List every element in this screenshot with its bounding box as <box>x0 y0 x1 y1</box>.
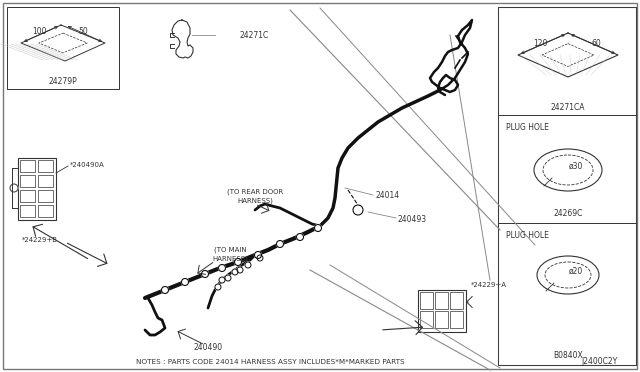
Circle shape <box>215 284 221 290</box>
Bar <box>20 160 35 172</box>
Text: B0840X: B0840X <box>553 350 583 359</box>
Text: *24229+A: *24229+A <box>471 282 507 288</box>
Text: PLUG HOLE: PLUG HOLE <box>506 231 549 241</box>
Text: *240490A: *240490A <box>70 162 105 168</box>
Text: 24271CA: 24271CA <box>551 103 585 112</box>
Circle shape <box>296 234 303 241</box>
Text: J2400C2Y: J2400C2Y <box>582 357 618 366</box>
Text: NOTES : PARTS CODE 24014 HARNESS ASSY INCLUDES*M*MARKED PARTS: NOTES : PARTS CODE 24014 HARNESS ASSY IN… <box>136 359 404 365</box>
Circle shape <box>276 241 284 247</box>
Text: ø30: ø30 <box>569 161 583 170</box>
Circle shape <box>353 205 363 215</box>
Text: 100: 100 <box>32 28 46 36</box>
Circle shape <box>202 270 209 278</box>
Circle shape <box>245 262 251 268</box>
Bar <box>498 7 636 115</box>
Text: 50: 50 <box>78 28 88 36</box>
Bar <box>418 290 466 332</box>
Text: (TO REAR DOOR: (TO REAR DOOR <box>227 189 283 195</box>
Bar <box>20 175 35 187</box>
Text: (TO MAIN: (TO MAIN <box>214 247 246 253</box>
Circle shape <box>255 251 262 259</box>
Bar <box>20 190 35 202</box>
Bar <box>38 190 53 202</box>
Bar <box>498 7 636 365</box>
Circle shape <box>232 269 238 275</box>
Circle shape <box>225 275 231 281</box>
Bar <box>498 223 636 365</box>
Bar <box>38 175 53 187</box>
Circle shape <box>161 286 168 294</box>
Circle shape <box>237 267 243 273</box>
Text: 60: 60 <box>591 39 601 48</box>
Text: 24014: 24014 <box>375 190 399 199</box>
Text: HARNESS): HARNESS) <box>212 256 248 262</box>
Bar <box>38 205 53 217</box>
Bar <box>450 292 463 309</box>
Text: PLUG HOLE: PLUG HOLE <box>506 124 549 132</box>
Circle shape <box>257 255 263 261</box>
Circle shape <box>219 277 225 283</box>
Text: 240490: 240490 <box>193 343 223 353</box>
Bar <box>450 311 463 328</box>
Bar <box>420 311 433 328</box>
Circle shape <box>314 224 321 231</box>
Bar <box>38 160 53 172</box>
Text: 240493: 240493 <box>398 215 427 224</box>
Bar <box>20 205 35 217</box>
Bar <box>498 115 636 223</box>
Text: 120: 120 <box>533 39 547 48</box>
Circle shape <box>10 184 18 192</box>
Bar <box>435 292 448 309</box>
Circle shape <box>182 279 189 285</box>
Text: ø20: ø20 <box>569 266 583 276</box>
Circle shape <box>218 264 225 272</box>
Bar <box>420 292 433 309</box>
Bar <box>7 7 119 89</box>
Bar <box>18 158 56 220</box>
Text: 24269C: 24269C <box>554 208 582 218</box>
Bar <box>435 311 448 328</box>
Text: *24229+B: *24229+B <box>22 237 58 243</box>
Text: 24271C: 24271C <box>240 31 269 39</box>
Circle shape <box>234 259 241 266</box>
Text: HARNESS): HARNESS) <box>237 198 273 204</box>
Text: 24279P: 24279P <box>49 77 77 86</box>
